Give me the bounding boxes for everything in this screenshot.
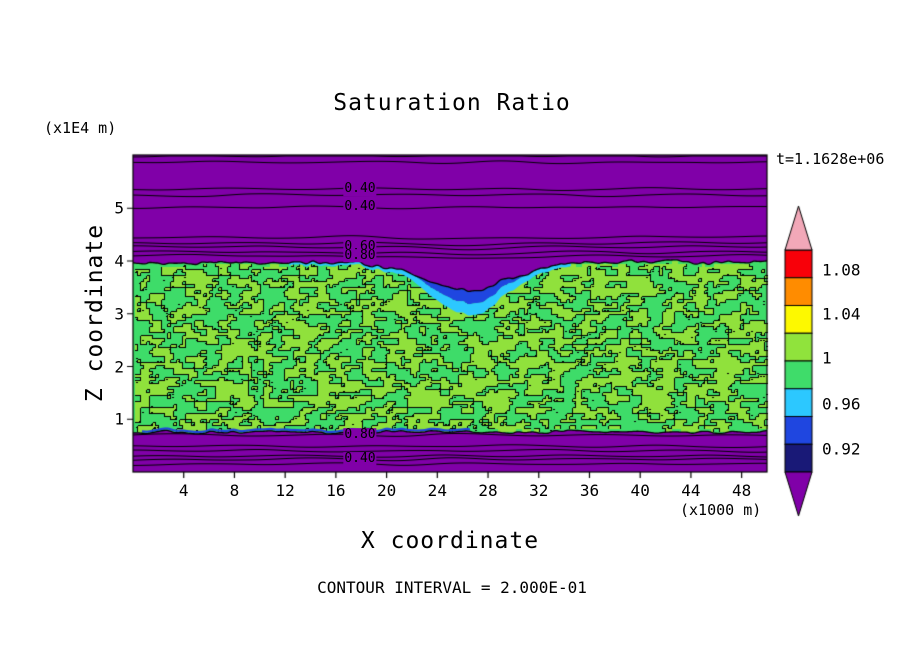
y-tick-label: 5 bbox=[114, 198, 124, 218]
colorbar-tick-label: 1 bbox=[822, 348, 832, 368]
colorbar-tick-label: 1.08 bbox=[822, 260, 861, 280]
y-tick-label: 2 bbox=[114, 357, 124, 376]
y-axis-label: Z coordinate bbox=[82, 223, 108, 403]
x-tick-label: 24 bbox=[427, 481, 447, 500]
x-tick-label: 12 bbox=[275, 481, 295, 500]
x-axis-unit-label: (x1000 m) bbox=[680, 501, 762, 519]
y-axis-unit-label: (x1E4 m) bbox=[44, 119, 117, 137]
plot-title: Saturation Ratio bbox=[333, 90, 571, 116]
y-tick-label: 3 bbox=[114, 304, 124, 324]
x-tick-label: 48 bbox=[731, 481, 752, 500]
x-tick-label: 16 bbox=[326, 481, 346, 500]
x-tick-label: 28 bbox=[478, 481, 498, 500]
x-tick-label: 40 bbox=[630, 481, 650, 500]
contour-line-label: 0.80 bbox=[343, 427, 377, 443]
colorbar-tick-label: 1.04 bbox=[822, 304, 861, 324]
time-label: t=1.1628e+06 bbox=[776, 150, 885, 168]
x-tick-label: 32 bbox=[529, 481, 549, 500]
x-tick-label: 36 bbox=[579, 481, 600, 500]
contour-interval-label: CONTOUR INTERVAL = 2.000E-01 bbox=[317, 578, 587, 597]
x-axis-label: X coordinate bbox=[360, 528, 540, 554]
contour-line-label: 0.40 bbox=[343, 451, 377, 467]
y-tick-label: 4 bbox=[114, 251, 124, 271]
y-tick-label: 1 bbox=[114, 409, 124, 429]
x-tick-label: 4 bbox=[178, 481, 189, 500]
x-tick-label: 20 bbox=[376, 481, 397, 500]
contour-line-label: 0.80 bbox=[343, 247, 377, 263]
x-tick-label: 44 bbox=[681, 481, 701, 500]
contour-line-label: 0.40 bbox=[343, 181, 377, 197]
contour-line-label: 0.40 bbox=[343, 199, 377, 215]
x-tick-label: 8 bbox=[229, 481, 240, 500]
colorbar-tick-label: 0.92 bbox=[822, 439, 861, 459]
colorbar-tick-label: 0.96 bbox=[822, 394, 861, 414]
